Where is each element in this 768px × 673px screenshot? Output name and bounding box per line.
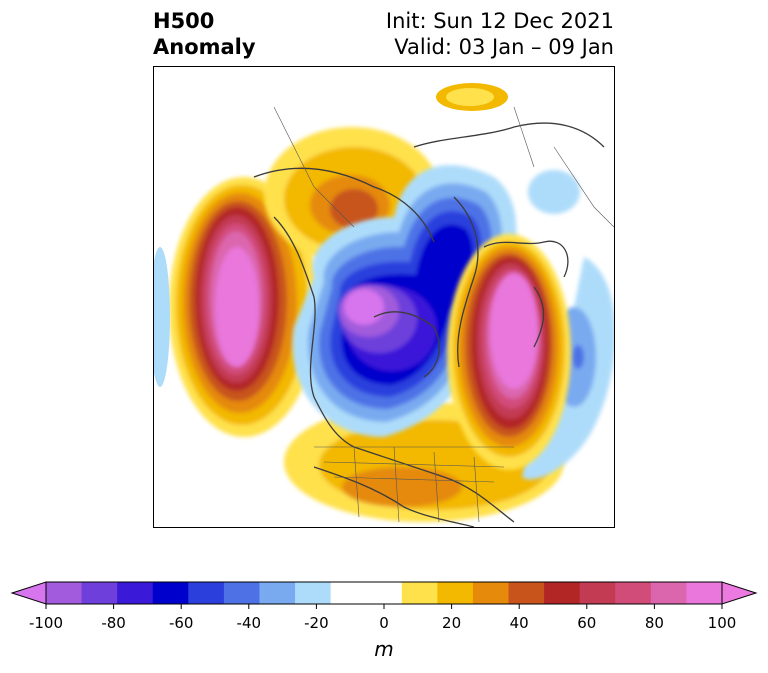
colorbar-segment [437,582,474,604]
colorbar-tick-label: 40 [509,614,529,632]
title-line1: H500 [153,9,215,33]
colorbar-tick-label: 100 [707,614,737,632]
colorbar-segment [472,582,510,604]
colorbar-tick-label: -40 [236,614,262,632]
political-borders [273,106,614,523]
colorbar-segment [152,582,189,604]
anomaly-north-pacific [169,177,319,437]
map-canvas [154,83,614,527]
colorbar-extend-high [721,581,758,605]
title-line2: Anomaly [153,35,256,59]
colorbar-segment [650,582,687,604]
valid-date: Valid: 03 Jan – 09 Jan [394,35,614,59]
map-dates: Init: Sun 12 Dec 2021 Valid: 03 Jan – 09… [386,8,614,60]
colorbar-tick-label: 80 [644,614,664,632]
colorbar-segment [81,582,118,604]
colorbar-segment [223,582,260,604]
colorbar-segment [401,582,438,604]
colorbar-segment [46,582,83,604]
map-title: H500 Anomaly [153,8,256,60]
anomaly-map [153,66,615,528]
colorbar-svg [10,581,758,609]
colorbar-extend-low [10,581,47,605]
colorbar-tick-label: 60 [577,614,597,632]
anomaly-canada-arctic [292,165,517,437]
colorbar [0,576,768,673]
colorbar-segment [188,582,225,604]
coastlines [253,122,605,527]
colorbar-segment [579,582,616,604]
colorbar-segment [259,582,296,604]
colorbar-segment [615,582,652,604]
anomaly-far-west-negative [154,247,170,387]
colorbar-segment [330,582,367,604]
colorbar-segment [366,582,403,604]
colorbar-tick-label: 20 [442,614,462,632]
colorbar-segment [686,582,723,604]
colorbar-tick-label: -80 [101,614,126,632]
init-date: Init: Sun 12 Dec 2021 [385,9,614,33]
colorbar-tick-label: -100 [28,614,64,632]
colorbar-segment [295,582,332,604]
anomaly-north-atlantic [447,234,571,470]
colorbar-segment [508,582,545,604]
colorbar-segment [544,582,581,604]
colorbar-segment [117,582,154,604]
colorbar-unit: m [374,637,394,661]
colorbar-tick-label: 0 [379,614,389,632]
colorbar-tick-label: -20 [304,614,329,632]
colorbar-tick-label: -60 [168,614,194,632]
